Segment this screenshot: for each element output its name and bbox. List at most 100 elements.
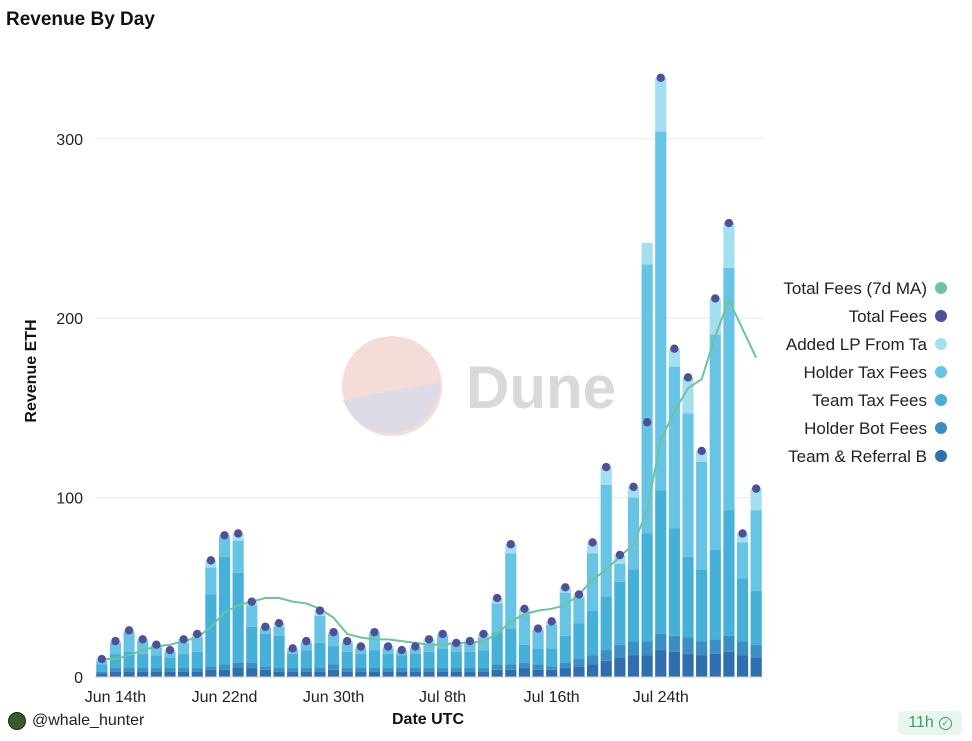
bar-segment[interactable] (559, 592, 571, 636)
bar-segment[interactable] (259, 628, 271, 634)
bar-segment[interactable] (355, 671, 367, 677)
bar-segment[interactable] (627, 641, 640, 656)
bar-segment[interactable] (109, 653, 122, 669)
total-fees-point[interactable] (383, 642, 393, 651)
bar-segment[interactable] (696, 641, 708, 656)
bar-segment[interactable] (96, 664, 108, 672)
bar-segment[interactable] (641, 533, 653, 642)
bar-segment[interactable] (655, 650, 667, 677)
bar-segment[interactable] (709, 298, 721, 335)
total-fees-point[interactable] (533, 624, 543, 633)
total-fees-point[interactable] (615, 550, 625, 560)
total-fees-point[interactable] (751, 484, 761, 493)
bar-segment[interactable] (682, 377, 694, 414)
bar-segment[interactable] (205, 669, 217, 677)
bar-segment[interactable] (150, 646, 162, 656)
bar-segment[interactable] (300, 642, 312, 651)
bar-segment[interactable] (464, 651, 476, 669)
bar-segment[interactable] (327, 646, 340, 665)
bar-segment[interactable] (614, 657, 626, 677)
legend-item[interactable]: Total Fees (7d MA) (783, 279, 947, 298)
bar-segment[interactable] (641, 264, 653, 534)
bar-segment[interactable] (341, 642, 353, 652)
bar-segment[interactable] (723, 635, 735, 652)
bar-segment[interactable] (696, 655, 708, 677)
bar-segment[interactable] (600, 485, 612, 597)
bar-segment[interactable] (164, 657, 176, 669)
bar-segment[interactable] (736, 578, 749, 642)
total-fees-point[interactable] (588, 538, 597, 547)
total-fees-point[interactable] (574, 590, 584, 599)
bar-segment[interactable] (505, 664, 517, 670)
bar-segment[interactable] (368, 671, 381, 677)
bar-segment[interactable] (137, 668, 149, 672)
bar-segment[interactable] (668, 366, 680, 529)
total-fees-point[interactable] (233, 529, 243, 538)
bar-segment[interactable] (191, 637, 203, 652)
bar-segment[interactable] (600, 596, 612, 651)
bar-segment[interactable] (178, 642, 190, 654)
bar-segment[interactable] (655, 490, 667, 634)
bar-segment[interactable] (327, 669, 340, 677)
bar-segment[interactable] (232, 572, 244, 663)
author[interactable]: @whale_hunter (8, 712, 144, 730)
bar-segment[interactable] (396, 671, 408, 677)
bar-segment[interactable] (477, 668, 490, 672)
bar-segment[interactable] (382, 653, 394, 669)
bar-segment[interactable] (736, 533, 749, 543)
bar-segment[interactable] (668, 651, 680, 677)
bar-segment[interactable] (505, 553, 517, 629)
bar-segment[interactable] (546, 669, 558, 677)
bar-segment[interactable] (300, 668, 312, 672)
bar-segment[interactable] (437, 635, 449, 649)
bar-segment[interactable] (736, 641, 749, 656)
bar-segment[interactable] (327, 633, 340, 647)
bar-segment[interactable] (587, 664, 599, 677)
total-fees-point[interactable] (97, 654, 107, 664)
bar-segment[interactable] (723, 651, 735, 677)
bar-segment[interactable] (573, 623, 585, 660)
bar-segment[interactable] (723, 223, 735, 268)
bar-segment[interactable] (559, 662, 571, 669)
total-fees-point[interactable] (288, 644, 297, 653)
bar-segment[interactable] (205, 567, 217, 595)
bar-segment[interactable] (327, 664, 340, 670)
bar-segment[interactable] (109, 668, 122, 672)
bar-segment[interactable] (518, 668, 531, 677)
bar-segment[interactable] (300, 650, 312, 669)
bar-segment[interactable] (409, 648, 421, 654)
bar-segment[interactable] (96, 673, 108, 677)
bar-segment[interactable] (246, 662, 258, 669)
total-fees-point[interactable] (111, 636, 120, 646)
bar-segment[interactable] (218, 664, 231, 670)
total-fees-point[interactable] (274, 618, 284, 628)
bar-segment[interactable] (314, 668, 326, 672)
bar-segment[interactable] (668, 528, 680, 636)
bar-segment[interactable] (246, 626, 258, 663)
bar-segment[interactable] (546, 648, 558, 667)
bar-segment[interactable] (232, 540, 244, 573)
bar-segment[interactable] (218, 669, 231, 677)
bar-segment[interactable] (736, 655, 749, 677)
legend-item[interactable]: Holder Bot Fees (804, 419, 947, 438)
bar-segment[interactable] (750, 644, 762, 658)
total-fees-point[interactable] (193, 629, 202, 639)
bar-segment[interactable] (314, 616, 326, 643)
total-fees-point[interactable] (642, 418, 652, 427)
bar-segment[interactable] (273, 668, 285, 672)
bar-segment[interactable] (587, 610, 599, 656)
bar-segment[interactable] (423, 651, 435, 669)
bar-segment[interactable] (437, 668, 449, 672)
bar-segment[interactable] (559, 668, 571, 677)
total-fees-point[interactable] (629, 482, 638, 492)
bar-segment[interactable] (532, 648, 544, 665)
bar-segment[interactable] (382, 668, 394, 672)
bar-segment[interactable] (96, 671, 108, 674)
bar-segment[interactable] (368, 650, 381, 669)
bar-segment[interactable] (164, 651, 176, 658)
total-fees-point[interactable] (411, 642, 420, 651)
total-fees-point[interactable] (683, 373, 693, 382)
bar-segment[interactable] (259, 666, 271, 670)
bar-segment[interactable] (300, 671, 312, 677)
bar-segment[interactable] (614, 644, 626, 658)
